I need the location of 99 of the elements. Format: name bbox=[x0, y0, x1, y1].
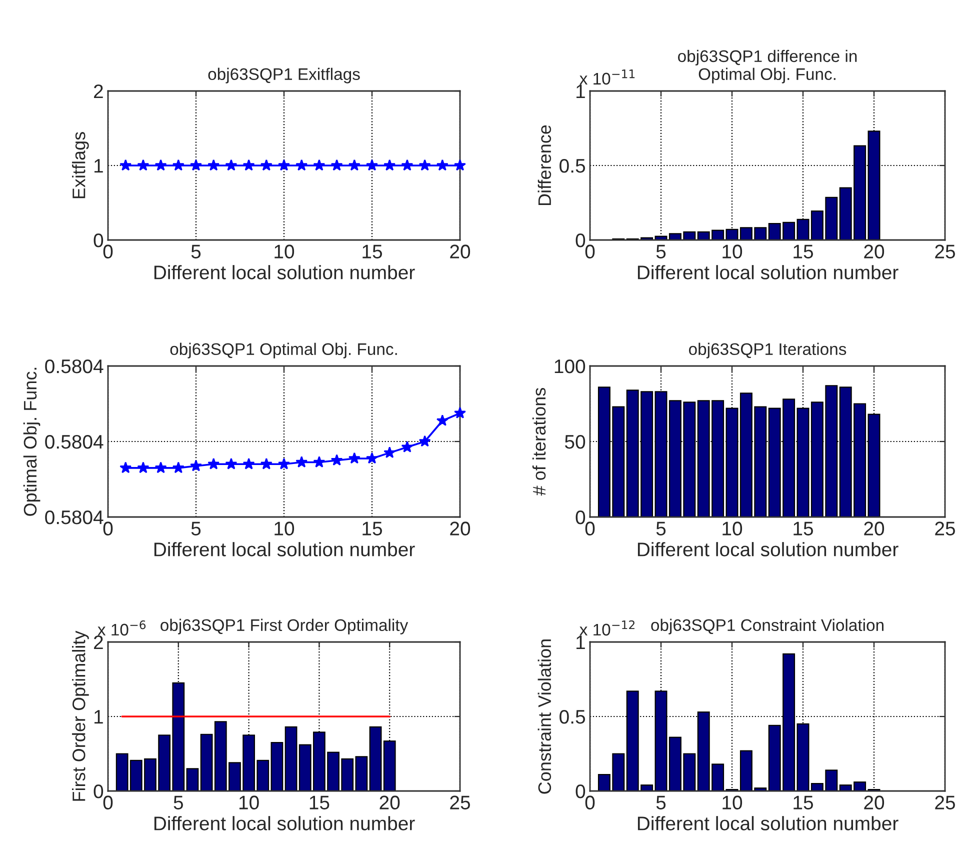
x-tick-label: 10 bbox=[722, 244, 742, 258]
x-axis-title: Different local solution number bbox=[638, 265, 898, 280]
x-tick-label: 20 bbox=[864, 522, 884, 536]
point bbox=[436, 414, 448, 426]
chart-title: obj63SQP1 Optimal Obj. Func. bbox=[170, 342, 397, 358]
x-tick-label: 0 bbox=[585, 244, 595, 258]
x-axis-title: Different local solution number bbox=[154, 542, 415, 556]
point bbox=[154, 462, 167, 474]
bar bbox=[200, 734, 213, 791]
y-tick-label: 2 bbox=[94, 84, 103, 98]
x-tick-label: 25 bbox=[935, 522, 955, 536]
text: x 10$^{−11}$ bbox=[580, 70, 635, 85]
x-tick-label: 10 bbox=[274, 522, 294, 536]
x-tick-label: 5 bbox=[656, 244, 666, 258]
x-tick-label: 10 bbox=[274, 244, 294, 258]
bar bbox=[284, 726, 298, 791]
x-tick-label: 20 bbox=[864, 244, 884, 258]
y-tick-label: 0 bbox=[94, 784, 104, 798]
point bbox=[260, 458, 272, 470]
bar bbox=[186, 768, 199, 791]
point bbox=[120, 462, 132, 474]
chart-title: obj63SQP1 First Order Optimality bbox=[160, 618, 408, 634]
x-tick-label: 5 bbox=[174, 796, 183, 810]
x-tick-label: 5 bbox=[191, 244, 201, 258]
x-tick-label: 0 bbox=[103, 522, 113, 536]
x-tick-label: 10 bbox=[239, 796, 259, 810]
point bbox=[225, 458, 238, 470]
x-tick-label: 15 bbox=[794, 796, 813, 810]
bar bbox=[355, 756, 368, 791]
x-axis-title: Different local solution number bbox=[154, 265, 415, 280]
x-tick-label: 20 bbox=[380, 796, 400, 810]
y-tick-label: 1 bbox=[576, 84, 585, 98]
y-tick-label: 2 bbox=[94, 635, 103, 650]
x-tick-label: 0 bbox=[585, 522, 595, 536]
x-tick-label: 25 bbox=[935, 796, 955, 810]
x-tick-label: 10 bbox=[722, 522, 742, 536]
x-tick-label: 20 bbox=[864, 796, 884, 810]
y-tick-label: 0.5804 bbox=[45, 434, 104, 449]
y-axis-title: # of iterations bbox=[532, 388, 546, 496]
x-tick-label: 25 bbox=[450, 796, 470, 810]
y-axis-title: Optimal Obj. Func. bbox=[23, 368, 40, 516]
y-tick-label: 0 bbox=[576, 233, 586, 248]
x-tick-label: 5 bbox=[656, 796, 666, 810]
y-axis-title: Constraint Violation bbox=[538, 640, 552, 794]
x-tick-label: 15 bbox=[310, 796, 330, 810]
x-axis-title: Different local solution number bbox=[638, 816, 898, 830]
x-tick-label: 0 bbox=[103, 244, 113, 258]
point bbox=[418, 435, 431, 447]
point bbox=[401, 440, 414, 452]
x-axis-title: Different local solution number bbox=[638, 542, 898, 556]
point bbox=[313, 456, 326, 468]
y-axis-title: Exitflags bbox=[72, 132, 89, 198]
x-tick-label: 20 bbox=[450, 522, 470, 536]
y-tick-label: 0.5 bbox=[560, 710, 586, 724]
point bbox=[172, 462, 184, 474]
x-tick-label: 15 bbox=[362, 244, 382, 258]
x-tick-label: 15 bbox=[794, 244, 813, 258]
y-axis-title: First Order Optimality bbox=[72, 630, 89, 801]
y-axis-title: Difference bbox=[538, 125, 552, 206]
y-tick-label: 0.5804 bbox=[45, 510, 104, 524]
y-tick-label: 100 bbox=[554, 359, 586, 374]
x-tick-label: 5 bbox=[656, 522, 666, 536]
bar bbox=[369, 726, 382, 791]
chart-title: obj63SQP1 Constraint Violation bbox=[651, 618, 884, 634]
x-tick-label: 15 bbox=[362, 522, 382, 536]
y-tick-label: 0 bbox=[576, 510, 586, 524]
y-tick-label: 0 bbox=[576, 784, 586, 798]
chart-title: obj63SQP1 Iterations bbox=[688, 342, 846, 358]
text: x 10$^{−12}$ bbox=[580, 620, 634, 636]
x-tick-label: 0 bbox=[103, 796, 113, 810]
point bbox=[278, 458, 290, 470]
y-tick-label: 0.5 bbox=[560, 158, 586, 173]
x-tick-label: 25 bbox=[935, 244, 955, 258]
x-tick-label: 20 bbox=[450, 244, 470, 258]
point bbox=[296, 456, 308, 468]
point bbox=[454, 406, 466, 418]
text: x 10$^{−6}$ bbox=[98, 620, 146, 636]
point bbox=[366, 452, 378, 464]
x-tick-label: 15 bbox=[794, 522, 813, 536]
point bbox=[137, 462, 150, 474]
x-tick-label: 5 bbox=[191, 522, 201, 536]
x-tick-label: 0 bbox=[585, 796, 595, 810]
point bbox=[330, 454, 343, 466]
y-tick-label: 50 bbox=[564, 434, 586, 449]
chart-title: obj63SQP1 Exitflags bbox=[208, 68, 360, 84]
y-tick-label: 0.5804 bbox=[45, 359, 104, 374]
bar bbox=[270, 742, 284, 791]
y-tick-label: 0 bbox=[94, 233, 104, 248]
y-tick-label: 1 bbox=[94, 159, 103, 173]
y-tick-label: 1 bbox=[576, 636, 585, 650]
point bbox=[242, 458, 255, 470]
point bbox=[208, 458, 220, 470]
x-tick-label: 10 bbox=[722, 796, 742, 810]
point bbox=[190, 460, 202, 472]
point bbox=[348, 452, 360, 464]
y-tick-label: 1 bbox=[94, 710, 103, 724]
chart-title: obj63SQP1 difference in Optimal Obj. Func. bbox=[678, 50, 857, 84]
x-axis-title: Different local solution number bbox=[154, 816, 415, 830]
point bbox=[384, 446, 396, 458]
